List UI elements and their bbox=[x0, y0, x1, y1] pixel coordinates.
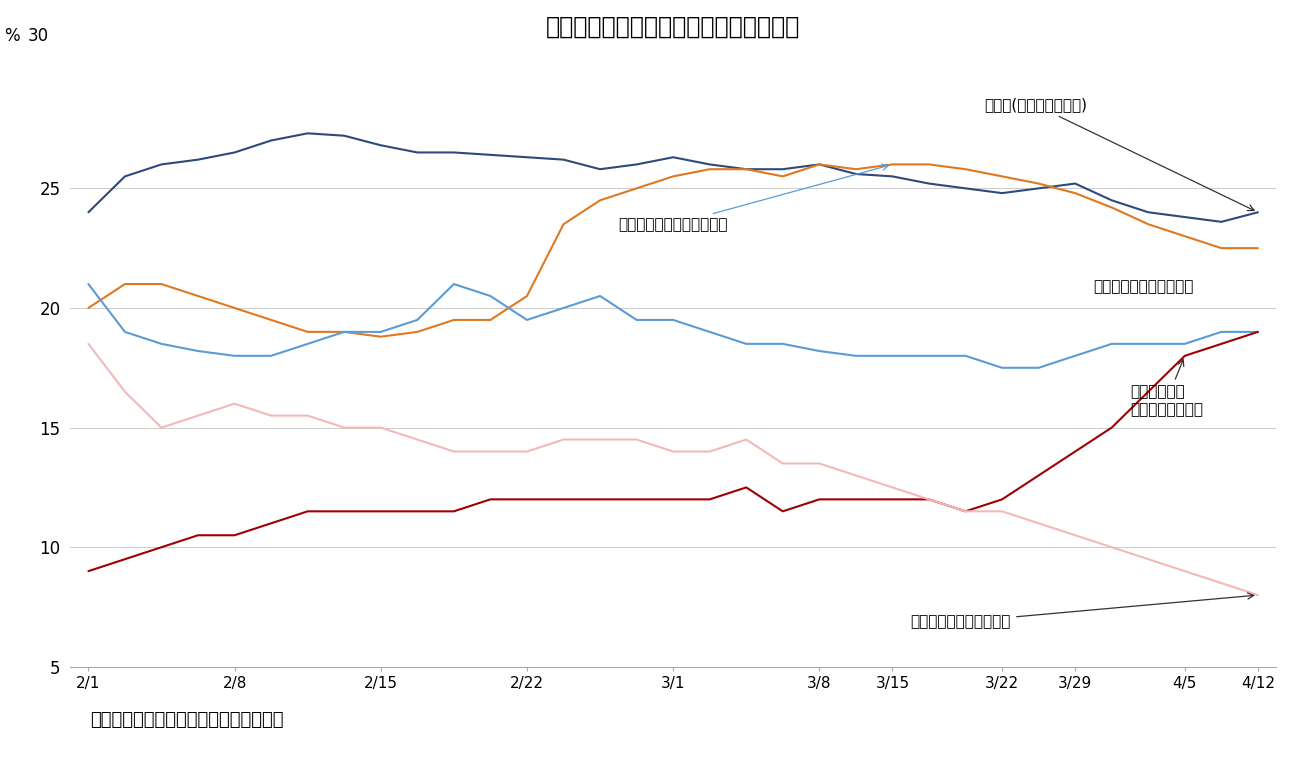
Text: フィヨン（共和党・右派）: フィヨン（共和党・右派） bbox=[618, 164, 888, 232]
Text: メランション
（左翼党・極左）: メランション （左翼党・極左） bbox=[1130, 360, 1202, 417]
Text: （資料）　Ｉｆｏｐ／ＦＩＤＵＣＩＡＬ: （資料） Ｉｆｏｐ／ＦＩＤＵＣＩＡＬ bbox=[91, 710, 284, 729]
Text: %: % bbox=[4, 27, 19, 45]
Title: 第１回投票での支持率に関する世論調査: 第１回投票での支持率に関する世論調査 bbox=[546, 15, 800, 39]
Text: ルペン(国民戦線・極右): ルペン(国民戦線・極右) bbox=[984, 97, 1254, 210]
Text: マクロン（前進・中道）: マクロン（前進・中道） bbox=[1094, 279, 1193, 294]
Text: アモン（社会党・左派）: アモン（社会党・左派） bbox=[910, 593, 1254, 629]
Text: 30: 30 bbox=[28, 27, 49, 45]
